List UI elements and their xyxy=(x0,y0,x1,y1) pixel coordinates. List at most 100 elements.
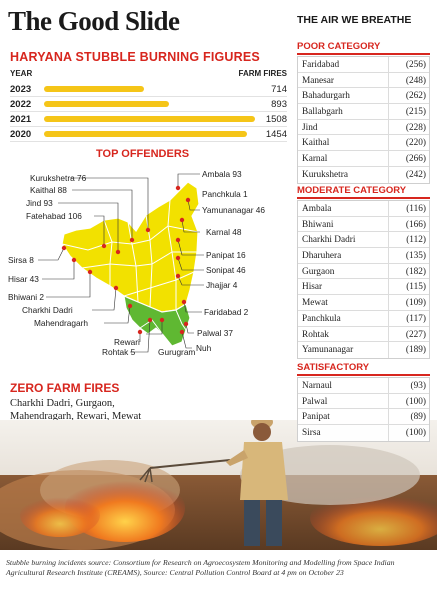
aqi-value: (262) xyxy=(405,91,426,102)
label-bhiwani: Bhiwani 2 xyxy=(8,292,44,302)
label-rewari: Rewari xyxy=(114,337,140,347)
label-yamunanagar: Yamunanagar 46 xyxy=(202,205,265,215)
bar-row: 2023 714 xyxy=(10,82,287,97)
aqi-city: Ambala xyxy=(302,204,332,214)
aqi-city: Hisar xyxy=(302,282,323,293)
aqi-city: Manesar xyxy=(302,75,335,86)
aqi-value: (228) xyxy=(405,122,426,133)
aqi-city: Mewat xyxy=(302,298,328,309)
label-jind: Jind 93 xyxy=(26,198,53,208)
aqi-value: (220) xyxy=(405,138,426,149)
aqi-city: Karnal xyxy=(302,154,328,165)
label-kurukshetra: Kurukshetra 76 xyxy=(30,173,87,183)
aqi-city: Kurukshetra xyxy=(302,169,348,180)
zero-farm-fires-list: Charkhi Dadri, Gurgaon, Mahendragarh, Re… xyxy=(10,398,210,423)
aqi-column-divider xyxy=(388,425,389,441)
aqi-value: (182) xyxy=(405,266,426,277)
bar-value-label: 714 xyxy=(271,84,287,95)
bar xyxy=(44,101,169,107)
aqi-column-divider xyxy=(388,279,389,295)
aqi-column-divider xyxy=(388,232,389,248)
district-borders xyxy=(61,199,199,337)
aqi-row: Rohtak (227) xyxy=(298,326,429,343)
aqi-column-divider xyxy=(388,310,389,326)
zero-fires-line-1: Charkhi Dadri, Gurgaon, xyxy=(10,398,115,409)
aqi-row: Panchkula (117) xyxy=(298,310,429,327)
label-ambala: Ambala 93 xyxy=(202,169,242,179)
aqi-city: Ballabgarh xyxy=(302,107,343,118)
aqi-value: (93) xyxy=(410,381,427,391)
bar-year-label: 2021 xyxy=(10,114,32,125)
air-quality-title: THE AIR WE BREATHE xyxy=(297,14,412,26)
aqi-city: Kaithal xyxy=(302,138,330,149)
aqi-row: Kaithal (220) xyxy=(298,135,429,152)
bar-row: 2021 1508 xyxy=(10,112,287,127)
zero-fires-line-2: Mahendragarh, Rewari, Mewat xyxy=(10,410,142,422)
aqi-row: Karnal (266) xyxy=(298,151,429,167)
aqi-value: (115) xyxy=(406,282,426,293)
aqi-city: Jind xyxy=(302,122,318,133)
aqi-column-divider xyxy=(388,201,389,216)
map-yellow-region xyxy=(61,181,200,313)
label-hisar: Hisar 43 xyxy=(8,274,39,284)
label-rohtak: Rohtak 5 xyxy=(102,347,136,357)
label-palwal: Palwal 37 xyxy=(197,328,233,338)
aqi-value: (135) xyxy=(405,251,426,262)
stubble-chart-title: HARYANA STUBBLE BURNING FIGURES xyxy=(10,50,260,64)
aqi-column-divider xyxy=(388,326,389,342)
bar-value-label: 1508 xyxy=(265,114,287,125)
aqi-row: Panipat (89) xyxy=(298,409,429,426)
aqi-column-divider xyxy=(388,248,389,263)
aqi-value: (189) xyxy=(405,345,426,356)
aqi-row: Bahadurgarh (262) xyxy=(298,88,429,105)
moderate-category-table: Ambala (116) Bhiwani (166) Charkhi Dadri (112… xyxy=(297,200,430,359)
label-sirsa: Sirsa 8 xyxy=(8,255,34,265)
aqi-row: Kurukshetra (242) xyxy=(298,166,429,183)
aqi-row: Ballabgarh (215) xyxy=(298,104,429,120)
aqi-column-divider xyxy=(388,119,389,135)
label-sonipat: Sonipat 46 xyxy=(206,265,246,275)
year-column-label: YEAR xyxy=(10,69,33,78)
aqi-city: Sirsa xyxy=(302,428,321,439)
aqi-value: (100) xyxy=(405,396,426,407)
label-karnal: Karnal 48 xyxy=(206,227,242,237)
aqi-city: Yamunanagar xyxy=(302,345,354,356)
bar-chart-header: YEAR FARM FIRES xyxy=(10,69,287,78)
aqi-value: (109) xyxy=(405,298,426,309)
bar-year-label: 2022 xyxy=(10,99,32,110)
label-gurugram: Gurugram xyxy=(158,347,195,357)
bar-row: 2020 1454 xyxy=(10,127,287,142)
aqi-city: Bhiwani xyxy=(302,219,334,230)
satisfactory-category-title: SATISFACTORY xyxy=(297,362,370,373)
air-quality-panel: THE AIR WE BREATHE POOR CATEGORY Faridab… xyxy=(293,0,437,450)
aqi-city: Bahadurgarh xyxy=(302,91,350,102)
aqi-column-divider xyxy=(388,342,389,358)
aqi-value: (248) xyxy=(405,75,426,86)
aqi-column-divider xyxy=(388,151,389,166)
aqi-city: Dharuhera xyxy=(302,251,342,262)
aqi-column-divider xyxy=(388,295,389,310)
label-mahendragarh: Mahendragarh xyxy=(34,318,88,328)
aqi-value: (100) xyxy=(405,428,426,439)
aqi-column-divider xyxy=(388,72,389,88)
aqi-row: Narnaul (93) xyxy=(298,378,429,394)
aqi-column-divider xyxy=(388,57,389,72)
aqi-city: Charkhi Dadri xyxy=(302,235,356,246)
aqi-value: (166) xyxy=(405,219,426,230)
aqi-row: Palwal (100) xyxy=(298,393,429,410)
haryana-map: Kurukshetra 76 Kaithal 88 Jind 93 Fateha… xyxy=(8,169,265,357)
aqi-column-divider xyxy=(388,216,389,232)
farm-fires-column-label: FARM FIRES xyxy=(238,69,287,78)
aqi-row: Gurgaon (182) xyxy=(298,263,429,280)
aqi-row: Hisar (115) xyxy=(298,279,429,296)
aqi-value: (256) xyxy=(405,60,426,70)
bar xyxy=(44,131,247,137)
aqi-row: Faridabad (256) xyxy=(298,57,429,73)
bar-value-label: 1454 xyxy=(265,129,287,140)
bar-year-label: 2020 xyxy=(10,129,32,140)
map-green-region xyxy=(123,295,191,347)
aqi-column-divider xyxy=(388,104,389,119)
top-offenders-title: TOP OFFENDERS xyxy=(96,148,190,160)
label-fatehabad: Fatehabad 106 xyxy=(26,211,82,221)
